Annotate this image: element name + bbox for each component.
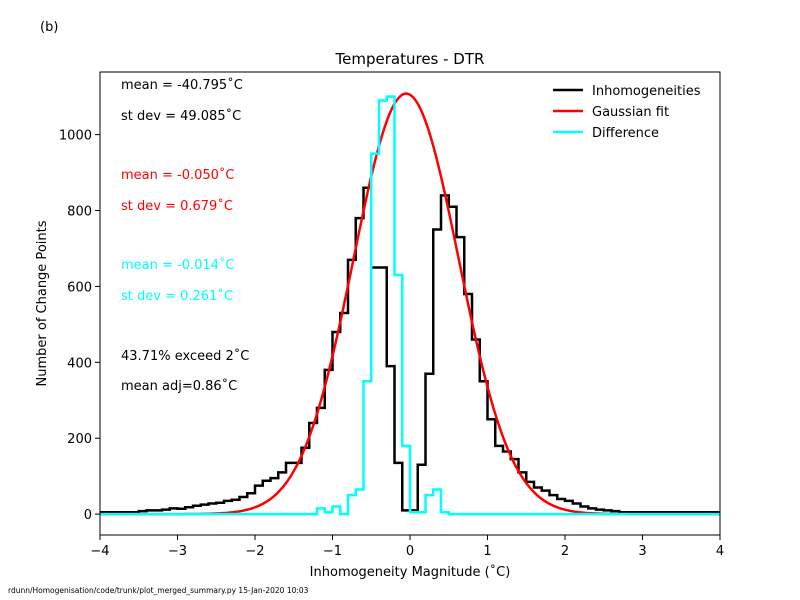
annotation-inhom-mean: mean = -40.795˚C xyxy=(121,77,243,93)
annotation-mean-adj: mean adj=0.86˚C xyxy=(121,378,237,394)
legend-label-gaussian-fit: Gaussian fit xyxy=(592,105,669,120)
x-tick-label: 4 xyxy=(716,544,724,559)
series-layer xyxy=(100,92,720,516)
panel-label: (b) xyxy=(40,20,58,35)
y-axis: 0 200 400 600 800 1000 xyxy=(59,129,100,523)
y-tick-label: 600 xyxy=(67,280,92,295)
y-tick-label: 800 xyxy=(67,205,92,220)
y-tick-label: 200 xyxy=(67,432,92,447)
x-tick-label: −1 xyxy=(323,544,342,559)
y-tick-label: 0 xyxy=(84,508,92,523)
annotation-gauss-mean: mean = -0.050˚C xyxy=(121,167,235,183)
stats-annotations: mean = -40.795˚C st dev = 49.085˚C mean … xyxy=(121,77,249,394)
legend-label-inhomogeneities: Inhomogeneities xyxy=(592,84,701,99)
x-tick-label: 2 xyxy=(561,544,569,559)
chart-title: Temperatures - DTR xyxy=(335,50,485,68)
x-tick-label: −3 xyxy=(168,544,187,559)
y-axis-label: Number of Change Points xyxy=(35,220,50,386)
y-tick-label: 400 xyxy=(67,356,92,371)
x-axis-label: Inhomogeneity Magnitude (˚C) xyxy=(310,564,511,580)
legend: Inhomogeneities Gaussian fit Difference xyxy=(553,84,701,141)
x-tick-label: −2 xyxy=(245,544,264,559)
y-tick-label: 1000 xyxy=(59,129,92,144)
footer-path: rdunn/Homogenisation/code/trunk/plot_mer… xyxy=(8,586,309,595)
x-axis: −4 −3 −2 −1 0 1 2 3 4 xyxy=(90,535,724,559)
annotation-diff-mean: mean = -0.014˚C xyxy=(121,257,235,273)
series-difference xyxy=(100,95,720,516)
x-tick-label: 0 xyxy=(406,544,414,559)
x-tick-label: −4 xyxy=(90,544,109,559)
annotation-gauss-stdev: st dev = 0.679˚C xyxy=(121,198,233,214)
x-tick-label: 1 xyxy=(483,544,491,559)
annotation-diff-stdev: st dev = 0.261˚C xyxy=(121,288,233,304)
x-tick-label: 3 xyxy=(638,544,646,559)
series-inhomogeneities xyxy=(100,186,720,514)
annotation-exceed: 43.71% exceed 2˚C xyxy=(121,348,249,364)
annotation-inhom-stdev: st dev = 49.085˚C xyxy=(121,108,241,124)
legend-label-difference: Difference xyxy=(592,126,659,141)
